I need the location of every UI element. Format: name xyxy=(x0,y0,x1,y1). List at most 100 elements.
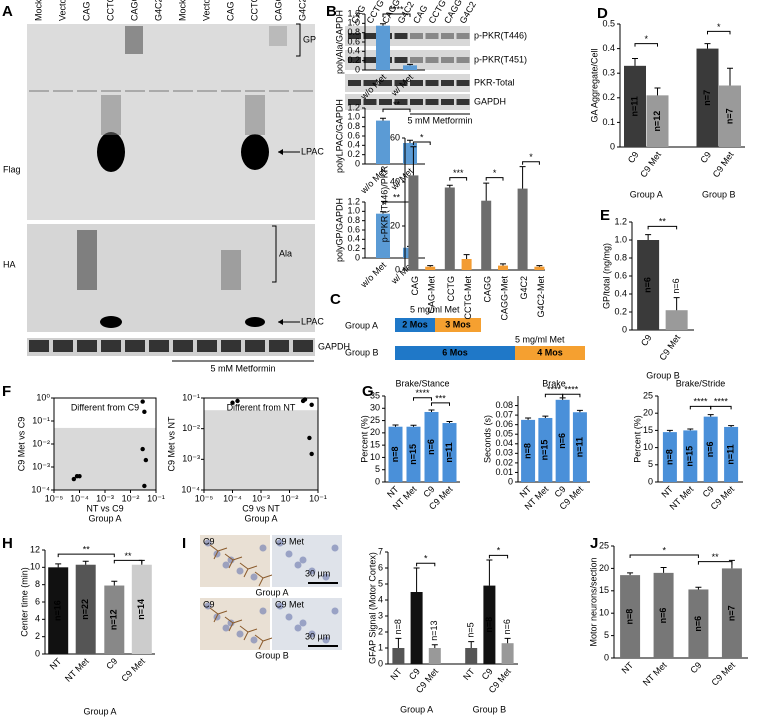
group-label: Group B xyxy=(702,189,736,199)
significance-label: **** xyxy=(564,385,579,395)
point xyxy=(71,476,77,482)
x-tick-label: 10⁻¹ xyxy=(147,493,165,503)
y-tick-label: 12 xyxy=(30,544,40,554)
point xyxy=(230,400,235,405)
x-tick-label: 10⁻³ xyxy=(252,493,270,503)
bar xyxy=(683,430,698,482)
x-tick-label: C9 Met xyxy=(709,660,737,688)
significance-label: * xyxy=(717,22,721,32)
x-tick-label: NT Met xyxy=(63,656,91,684)
x-tick-label: NT Met xyxy=(641,660,669,688)
significance-bracket xyxy=(485,177,504,181)
period-label: 2 Mos xyxy=(402,319,428,329)
bar xyxy=(703,416,718,482)
nucleus xyxy=(322,636,330,644)
band xyxy=(125,26,143,54)
significance-bracket xyxy=(431,402,450,406)
y-tick-label: 25 xyxy=(643,390,653,400)
bracket xyxy=(296,23,301,57)
y-tick-label: 0.07 xyxy=(495,409,513,419)
error-bar xyxy=(576,409,583,413)
error-bar xyxy=(559,397,566,400)
nucleus xyxy=(276,602,284,610)
y-axis-label: polyAla/GAPDH xyxy=(334,10,344,74)
band xyxy=(245,317,265,327)
x-tick-label: 10⁻⁵ xyxy=(195,493,214,503)
error-bar xyxy=(519,166,526,189)
astrocyte xyxy=(224,553,243,569)
band xyxy=(269,26,287,46)
significance-bracket xyxy=(113,559,143,564)
nucleus xyxy=(250,636,258,644)
x-tick-label: C9 Met xyxy=(711,149,736,179)
band xyxy=(394,57,408,63)
band xyxy=(379,99,392,105)
x-tick-label: C9 xyxy=(480,666,495,681)
nucleus xyxy=(285,613,293,621)
significance-label: **** xyxy=(389,4,404,14)
band xyxy=(348,33,361,39)
panel-label: A xyxy=(2,3,13,20)
y-tick-label: 5 xyxy=(648,459,653,469)
significance-label: * xyxy=(497,546,501,556)
error-bar xyxy=(413,567,420,592)
y-tick-label: 5 xyxy=(375,464,380,474)
error-bar xyxy=(407,139,413,143)
bar xyxy=(444,187,455,270)
astrocyte xyxy=(239,562,258,578)
nucleus xyxy=(299,619,307,627)
bar xyxy=(442,423,457,482)
error-bar xyxy=(55,563,62,568)
significance-bracket xyxy=(382,108,411,113)
significance-bracket xyxy=(544,393,564,398)
y-tick-label: 5 xyxy=(604,630,609,640)
significance-label: ** xyxy=(659,217,667,227)
error-bar xyxy=(82,560,89,565)
y-tick-label: 35 xyxy=(370,390,380,400)
treatment-label: 5 mM Metformin xyxy=(210,363,275,373)
error-bar xyxy=(695,586,702,590)
arrowhead xyxy=(278,319,283,325)
bar xyxy=(555,399,570,482)
y-tick-label: 3 xyxy=(378,610,383,620)
n-label: n=6 xyxy=(693,616,703,632)
nucleus xyxy=(308,630,316,638)
y-tick-label: 25 xyxy=(599,540,609,550)
bar xyxy=(538,417,553,482)
bar xyxy=(721,568,742,658)
chart-title: Brake/Stance xyxy=(395,378,449,388)
significance-bracket xyxy=(488,554,509,559)
nucleus xyxy=(227,619,235,627)
y-tick-label: 0.2 xyxy=(602,92,615,102)
bar xyxy=(465,648,478,664)
x-tick-label: CAG xyxy=(410,276,420,296)
group-label: Group B xyxy=(345,347,379,357)
group-label: Group B xyxy=(646,370,680,380)
band xyxy=(97,132,125,172)
bar xyxy=(534,266,545,270)
bar xyxy=(719,85,741,147)
nucleus xyxy=(259,544,267,552)
group-label: Group A xyxy=(255,587,288,597)
lane-label: G4C2 xyxy=(297,0,307,21)
group-label: Group B xyxy=(473,704,507,714)
bar xyxy=(665,310,688,330)
x-tick-label: 10⁻⁴ xyxy=(70,493,89,503)
band xyxy=(363,57,377,63)
y-axis-label: Percent (%) xyxy=(359,415,369,463)
astrocyte xyxy=(209,607,228,623)
bar xyxy=(620,575,641,658)
y-tick-label: 0 xyxy=(395,264,400,274)
band xyxy=(53,90,73,92)
error-bar xyxy=(704,43,711,49)
y-tick-label: 10⁻³ xyxy=(32,461,50,471)
y-tick-label: 10⁻¹ xyxy=(32,415,50,425)
x-tick-label: C9 xyxy=(626,150,641,165)
y-tick-label: 0.01 xyxy=(495,467,513,477)
x-tick-label: CCTG-Met xyxy=(463,276,473,320)
y-tick-label: 0.8 xyxy=(347,215,360,225)
significance-label: * xyxy=(493,168,497,178)
n-label: n=5 xyxy=(466,622,476,637)
bar xyxy=(637,240,660,330)
x-tick-label: NT xyxy=(388,666,404,682)
